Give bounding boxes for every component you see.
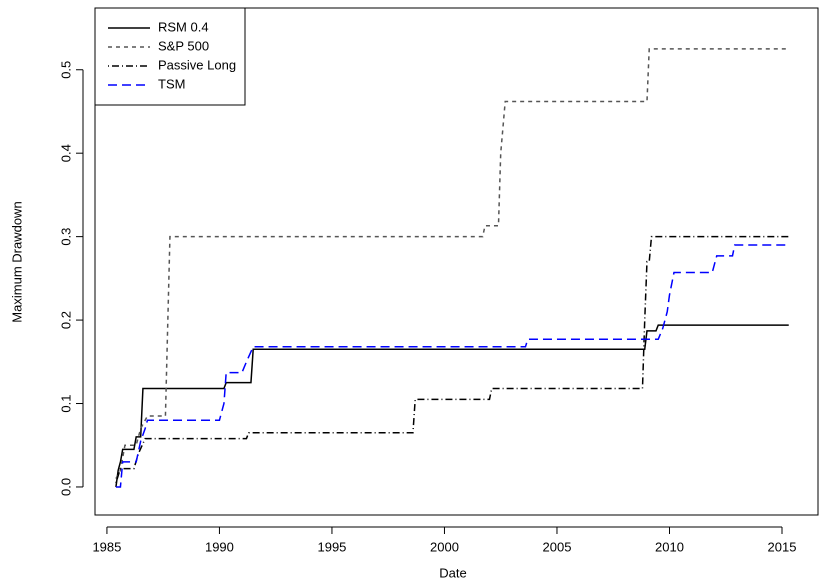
series-line: [115, 324, 789, 488]
y-tick-label: 0.5: [58, 61, 73, 79]
series-line: [115, 244, 789, 488]
legend-label: S&P 500: [158, 38, 209, 53]
legend-box: [94, 7, 246, 106]
y-tick-label: 0.0: [58, 478, 73, 496]
series-line: [115, 48, 789, 479]
x-tick-label: 1985: [92, 539, 121, 554]
series-line: [115, 235, 789, 484]
x-tick-label: 1995: [317, 539, 346, 554]
legend-label: TSM: [158, 76, 185, 91]
x-tick-label: 1990: [205, 539, 234, 554]
plot-frame: [94, 7, 819, 516]
x-tick-label: 2010: [655, 539, 684, 554]
y-tick-label: 0.2: [58, 311, 73, 329]
legend-label: RSM 0.4: [158, 19, 209, 34]
y-tick-label: 0.3: [58, 228, 73, 246]
y-tick-label: 0.1: [58, 394, 73, 412]
x-tick-label: 2000: [430, 539, 459, 554]
x-tick-label: 2015: [768, 539, 797, 554]
y-tick-label: 0.4: [58, 144, 73, 162]
legend-label: Passive Long: [158, 57, 236, 72]
x-tick-label: 2005: [543, 539, 572, 554]
y-axis-label: Maximum Drawdown: [9, 201, 24, 322]
x-axis-label: Date: [439, 565, 466, 580]
